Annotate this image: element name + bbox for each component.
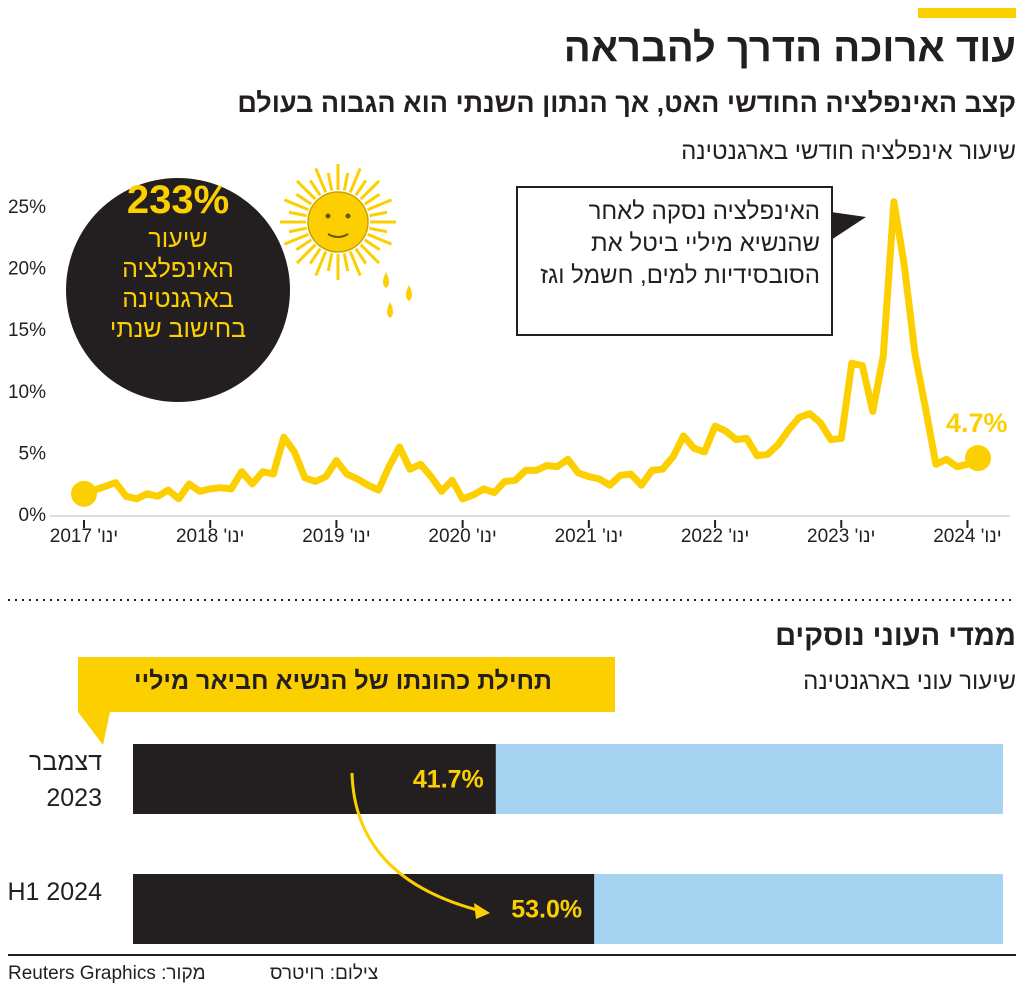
sun-ray [295,238,313,252]
sun-ray [295,243,317,265]
sun-ray [295,179,317,201]
sun-ray [359,179,381,201]
arrow [350,772,486,914]
category-label: דצמבר 2023 [29,748,102,812]
value-label: 41.7% [413,766,484,794]
y-tick-label: 5% [19,443,47,464]
x-tick-label: ינו' 2024 [933,526,1002,547]
annotation-box [78,657,615,712]
sun-ray [348,167,362,194]
sun-ray [308,247,322,265]
source: מקור: Reuters Graphics [8,963,206,984]
x-tick-label: ינו' 2018 [175,526,245,547]
sun-ray [308,179,322,197]
x-tick-label: ינו' 2021 [554,526,624,547]
annual-note: שיעור האינפלציה בארגנטינה בחישוב שנתי [109,225,247,343]
sun-ray [369,210,388,218]
category-label: H1 2024 [7,878,102,906]
bar-annotation: תחילת כהונתו של הנשיא חביאר מיליי [134,667,552,695]
sun-ray [363,192,381,206]
value-label: 53.0% [511,896,582,924]
sun-ray [326,172,334,191]
sun-ray [283,198,310,212]
sun-ray [369,226,388,234]
bar [133,874,595,944]
callout-box [516,186,833,336]
sun-ray [363,238,381,252]
arrow-head [474,903,490,919]
subtitle: קצב האינפלציה החודשי האט, אך הנתון השנתי… [237,88,1016,118]
sun-icon [280,164,412,318]
bar-title: ממדי העוני נוסקים [775,620,1016,652]
x-tick-label: ינו' 2022 [680,526,750,547]
sun-ray [326,253,334,272]
start-marker [71,480,97,507]
end-marker [965,445,991,472]
y-tick-label: 20% [8,259,46,280]
x-tick-label: ינו' 2019 [302,526,371,547]
sun-ray [366,232,393,246]
credit: צילום: רויטרס [270,963,379,984]
sun-ray [283,232,310,246]
callout-text: האינפלציה נסקה לאחר שהנשיא מיליי ביטל את… [540,198,820,289]
bar-subtitle: שיעור עוני בארגנטינה [803,668,1016,695]
sun-ray [288,226,307,234]
annual-circle [66,178,290,402]
x-tick-label: ינו' 2020 [428,526,497,547]
bar [133,744,496,814]
annotation-tail [78,712,110,745]
annual-rate: 233% [126,178,230,222]
title: עוד ארוכה הדרך להבראה [563,26,1016,70]
sun-ray [348,250,362,277]
sun-ray [314,167,328,194]
accent-bar [918,8,1016,18]
sun-ray [342,253,350,272]
callout-tail [831,212,866,240]
y-tick-label: 25% [8,197,46,218]
end-label: 4.7% [946,408,1008,438]
inflation-line [80,198,982,503]
x-tick-label: ינו' 2023 [807,526,876,547]
sun-ray [288,210,307,218]
y-tick-label: 0% [19,505,47,526]
sun-ray [295,192,313,206]
y-tick-label: 15% [8,320,46,341]
sun-ray [354,247,368,265]
chart-subtitle: שיעור אינפלציה חודשי בארגנטינה [681,138,1016,165]
sun-ray [342,172,350,191]
y-tick-label: 10% [8,382,46,403]
x-tick-label: ינו' 2017 [49,526,119,547]
sun-ray [366,198,393,212]
sun-ray [314,250,328,277]
sun-ray [354,179,368,197]
sun-ray [359,243,381,265]
